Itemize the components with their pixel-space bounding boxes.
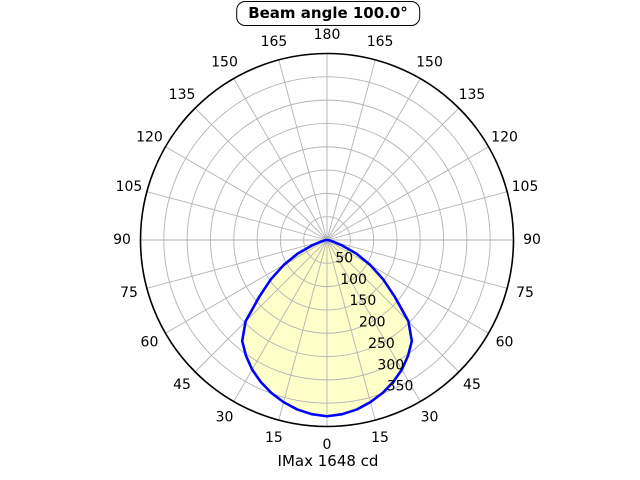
angle-tick-label: 0 xyxy=(323,437,332,453)
polar-grid-circle xyxy=(303,216,351,264)
angle-tick-label: 165 xyxy=(261,34,288,50)
angle-tick-label: 75 xyxy=(120,285,138,301)
angle-tick-label: 120 xyxy=(491,130,518,146)
angle-tick-label: 150 xyxy=(211,54,238,70)
angle-tick-label: 15 xyxy=(371,430,389,446)
beam-intensity-curve xyxy=(240,238,414,418)
angle-tick-label: 105 xyxy=(116,179,143,195)
angle-tick-label: 165 xyxy=(367,34,394,50)
polar-grid-circle xyxy=(279,192,375,288)
chart-title: Beam angle 100.0° xyxy=(236,1,420,26)
polar-grid-circle xyxy=(186,99,468,381)
angle-tick-label: 90 xyxy=(523,232,541,248)
angle-tick-label: 60 xyxy=(496,335,514,351)
angle-tick-label: 15 xyxy=(265,430,283,446)
polar-grid-circle xyxy=(209,122,445,358)
angle-tick-label: 90 xyxy=(113,232,131,248)
polar-grid-circle xyxy=(233,146,421,334)
radial-tick-label: 50 xyxy=(335,250,353,266)
angle-tick-label: 60 xyxy=(141,335,159,351)
radial-tick-label: 250 xyxy=(368,336,395,352)
angle-tick-label: 75 xyxy=(516,285,534,301)
angle-tick-label: 150 xyxy=(416,54,443,70)
polar-grid-circle xyxy=(256,169,398,311)
radial-tick-label: 300 xyxy=(377,357,404,373)
angle-tick-label: 30 xyxy=(421,410,439,426)
radial-tick-label: 350 xyxy=(387,379,414,395)
radial-tick-label: 150 xyxy=(350,293,377,309)
radial-tick-label: 200 xyxy=(359,315,386,331)
radial-tick-label: 100 xyxy=(340,272,367,288)
imax-label: IMax 1648 cd xyxy=(277,452,379,470)
angle-tick-label: 105 xyxy=(512,179,539,195)
angle-tick-label: 45 xyxy=(173,377,191,393)
angle-tick-label: 30 xyxy=(216,410,234,426)
angle-tick-label: 135 xyxy=(169,87,196,103)
angle-tick-label: 45 xyxy=(463,377,481,393)
polar-grid-circle xyxy=(163,76,491,404)
angle-tick-label: 135 xyxy=(459,87,486,103)
angle-tick-label: 180 xyxy=(314,27,341,43)
angle-tick-label: 120 xyxy=(136,130,163,146)
polar-outer-circle xyxy=(139,52,515,428)
